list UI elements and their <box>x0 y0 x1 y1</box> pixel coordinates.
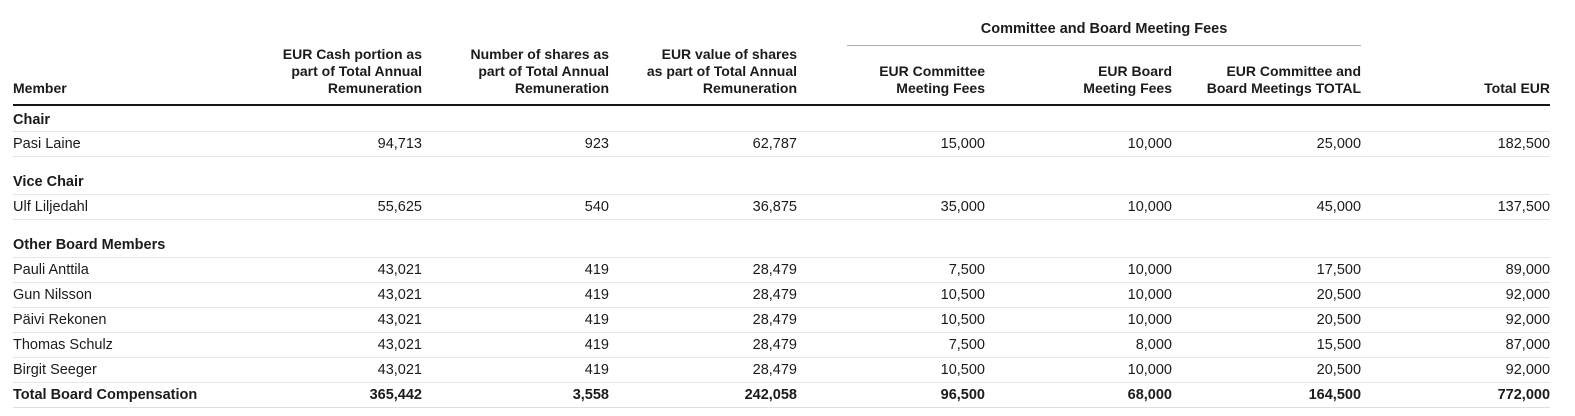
group-header-label: Committee and Board Meeting Fees <box>847 21 1362 46</box>
column-header-total-eur: Total EUR <box>1361 46 1551 106</box>
column-header-board-fees: EUR Board Meeting Fees <box>985 46 1172 106</box>
member-name: Pasi Laine <box>13 131 263 157</box>
value-cell: 10,000 <box>985 282 1172 308</box>
table-row: Päivi Rekonen 43,021 419 28,479 10,500 1… <box>13 307 1551 333</box>
value-cell: 20,500 <box>1172 357 1362 383</box>
table-row: Gun Nilsson 43,021 419 28,479 10,500 10,… <box>13 282 1551 308</box>
section-title: Chair <box>13 105 1551 132</box>
value-cell: 7,500 <box>797 257 985 283</box>
value-cell: 35,000 <box>797 194 985 220</box>
value-cell: 20,500 <box>1172 307 1362 333</box>
value-cell: 62,787 <box>609 131 797 157</box>
value-cell: 28,479 <box>609 357 797 383</box>
value-cell: 7,500 <box>797 332 985 358</box>
total-value-cell: 365,442 <box>263 382 422 408</box>
value-cell: 28,479 <box>609 282 797 308</box>
total-value-cell: 3,558 <box>422 382 609 408</box>
value-cell: 923 <box>422 131 609 157</box>
value-cell: 92,000 <box>1361 282 1551 308</box>
member-name: Pauli Anttila <box>13 257 263 283</box>
value-cell: 43,021 <box>263 332 422 358</box>
section-header-row-other-board-members: Other Board Members <box>13 231 1551 258</box>
value-cell: 15,000 <box>797 131 985 157</box>
table-row: Birgit Seeger 43,021 419 28,479 10,500 1… <box>13 357 1551 383</box>
group-header-cell: Committee and Board Meeting Fees <box>797 0 1362 46</box>
value-cell: 10,000 <box>985 131 1172 157</box>
section-header-row-vice-chair: Vice Chair <box>13 168 1551 195</box>
total-row: Total Board Compensation 365,442 3,558 2… <box>13 382 1551 408</box>
value-cell: 87,000 <box>1361 332 1551 358</box>
table-row: Pasi Laine 94,713 923 62,787 15,000 10,0… <box>13 131 1551 157</box>
total-label: Total Board Compensation <box>13 382 263 408</box>
value-cell: 28,479 <box>609 332 797 358</box>
value-cell: 10,500 <box>797 282 985 308</box>
value-cell: 10,500 <box>797 357 985 383</box>
group-header-spacer <box>13 0 797 46</box>
total-value-cell: 164,500 <box>1172 382 1362 408</box>
table-row: Ulf Liljedahl 55,625 540 36,875 35,000 1… <box>13 194 1551 220</box>
column-header-cash: EUR Cash portion as part of Total Annual… <box>263 46 422 106</box>
column-header-row: Member EUR Cash portion as part of Total… <box>13 46 1551 106</box>
value-cell: 55,625 <box>263 194 422 220</box>
member-name: Ulf Liljedahl <box>13 194 263 220</box>
table-row: Pauli Anttila 43,021 419 28,479 7,500 10… <box>13 257 1551 283</box>
value-cell: 36,875 <box>609 194 797 220</box>
value-cell: 25,000 <box>1172 131 1362 157</box>
value-cell: 45,000 <box>1172 194 1362 220</box>
value-cell: 10,000 <box>985 307 1172 333</box>
value-cell: 94,713 <box>263 131 422 157</box>
value-cell: 540 <box>422 194 609 220</box>
total-value-cell: 96,500 <box>797 382 985 408</box>
value-cell: 137,500 <box>1361 194 1551 220</box>
group-header-spacer <box>1361 0 1550 46</box>
value-cell: 182,500 <box>1361 131 1551 157</box>
board-remuneration-table: Committee and Board Meeting Fees Member … <box>13 0 1551 408</box>
value-cell: 28,479 <box>609 307 797 333</box>
spacer-row <box>13 219 1550 231</box>
value-cell: 92,000 <box>1361 307 1551 333</box>
value-cell: 43,021 <box>263 307 422 333</box>
value-cell: 419 <box>422 357 609 383</box>
section-title: Other Board Members <box>13 231 1551 258</box>
value-cell: 43,021 <box>263 257 422 283</box>
section-header-row-chair: Chair <box>13 105 1551 132</box>
spacer-row <box>13 156 1550 168</box>
value-cell: 419 <box>422 307 609 333</box>
column-header-member: Member <box>13 46 263 106</box>
value-cell: 419 <box>422 332 609 358</box>
value-cell: 92,000 <box>1361 357 1551 383</box>
value-cell: 8,000 <box>985 332 1172 358</box>
total-value-cell: 68,000 <box>985 382 1172 408</box>
value-cell: 15,500 <box>1172 332 1362 358</box>
column-header-committee-fees: EUR Committee Meeting Fees <box>797 46 985 106</box>
value-cell: 17,500 <box>1172 257 1362 283</box>
column-header-shares: Number of shares as part of Total Annual… <box>422 46 609 106</box>
member-name: Gun Nilsson <box>13 282 263 308</box>
value-cell: 89,000 <box>1361 257 1551 283</box>
group-header-row: Committee and Board Meeting Fees <box>13 0 1550 46</box>
value-cell: 20,500 <box>1172 282 1362 308</box>
value-cell: 43,021 <box>263 357 422 383</box>
value-cell: 10,000 <box>985 257 1172 283</box>
section-title: Vice Chair <box>13 168 1551 195</box>
member-name: Birgit Seeger <box>13 357 263 383</box>
value-cell: 419 <box>422 282 609 308</box>
total-value-cell: 242,058 <box>609 382 797 408</box>
value-cell: 10,500 <box>797 307 985 333</box>
total-value-cell: 772,000 <box>1361 382 1551 408</box>
member-name: Päivi Rekonen <box>13 307 263 333</box>
column-header-committee-board-total: EUR Committee and Board Meetings TOTAL <box>1172 46 1362 106</box>
table-row: Thomas Schulz 43,021 419 28,479 7,500 8,… <box>13 332 1551 358</box>
value-cell: 10,000 <box>985 194 1172 220</box>
member-name: Thomas Schulz <box>13 332 263 358</box>
value-cell: 419 <box>422 257 609 283</box>
column-header-shares-value: EUR value of shares as part of Total Ann… <box>609 46 797 106</box>
value-cell: 28,479 <box>609 257 797 283</box>
value-cell: 43,021 <box>263 282 422 308</box>
value-cell: 10,000 <box>985 357 1172 383</box>
